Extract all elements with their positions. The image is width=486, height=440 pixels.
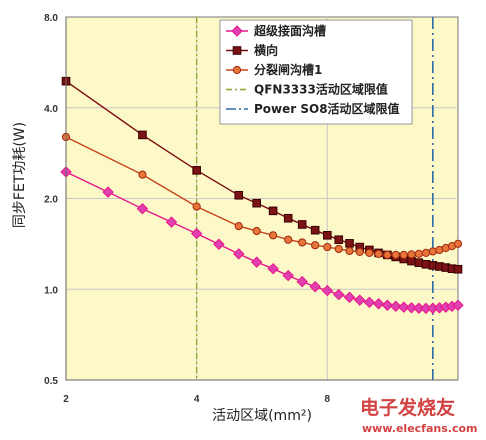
y-tick-label: 2.0 <box>44 195 58 206</box>
series-square <box>61 76 463 274</box>
y-tick-label: 4.0 <box>44 104 58 115</box>
watermark: 电子发烧友 www.elecfans.com <box>360 396 477 435</box>
data-point <box>391 250 400 260</box>
data-point <box>192 166 201 175</box>
data-point <box>321 284 334 297</box>
data-point <box>428 247 437 256</box>
legend-marker <box>231 25 243 37</box>
data-point <box>136 202 149 215</box>
data-point <box>323 230 332 240</box>
data-point <box>138 170 147 179</box>
legend-label: 分裂闸沟槽1 <box>254 62 322 77</box>
data-point <box>190 227 203 240</box>
data-point <box>343 291 356 304</box>
data-point <box>284 235 293 244</box>
data-point <box>252 198 261 208</box>
data-point <box>365 248 374 258</box>
data-point <box>296 275 308 288</box>
data-point <box>383 250 392 260</box>
data-point <box>333 288 345 301</box>
data-point <box>414 258 424 267</box>
x-tick-label: 4 <box>194 394 200 405</box>
legend-label: QFN3333活动区域限值 <box>254 82 388 97</box>
legend-label: Power SO8活动区域限值 <box>254 101 400 116</box>
y-tick-label: 8.0 <box>44 13 58 24</box>
data-point <box>354 294 366 306</box>
x-axis-title: 活动区域(mm²) <box>212 408 312 424</box>
series-diamond <box>60 166 464 315</box>
axes: 8.0 4.0 2.0 1.0 0.5 2 4 8 <box>44 13 458 405</box>
data-point <box>252 226 261 236</box>
legend-marker <box>232 65 242 75</box>
data-point <box>452 299 464 311</box>
data-point <box>297 220 307 229</box>
data-point <box>334 244 343 254</box>
data-point <box>399 250 408 260</box>
data-point <box>345 239 354 248</box>
data-point <box>233 248 245 260</box>
data-point <box>334 235 344 245</box>
data-point <box>102 186 114 198</box>
data-point <box>234 221 243 231</box>
watermark-main: 电子发烧友 <box>360 396 455 419</box>
data-point <box>267 262 279 275</box>
data-point <box>421 248 431 258</box>
data-point <box>453 264 463 274</box>
legend-marker <box>232 46 242 55</box>
watermark-sub: www.elecfans.com <box>362 422 477 435</box>
data-point <box>311 241 320 250</box>
x-tick-label: 2 <box>63 394 69 405</box>
data-point <box>269 231 278 240</box>
data-point <box>250 256 263 268</box>
data-point <box>372 298 385 310</box>
y-axis-title: 同步FET功耗(W) <box>12 122 28 228</box>
data-point <box>453 239 463 248</box>
x-tick-label: 8 <box>325 394 331 405</box>
legend-label: 横向 <box>254 43 278 58</box>
data-point <box>405 302 418 314</box>
data-point <box>165 216 178 228</box>
data-point <box>363 296 376 309</box>
data-point <box>268 206 278 216</box>
data-point <box>374 249 383 258</box>
data-point <box>309 280 321 293</box>
legend-label: 超级接面沟槽 <box>253 23 326 38</box>
series-circle <box>61 132 463 260</box>
data-point <box>345 246 354 256</box>
data-point <box>390 300 402 312</box>
data-point <box>381 299 394 311</box>
data-point <box>310 225 320 235</box>
y-tick-label: 1.0 <box>44 285 58 296</box>
data-point <box>407 250 416 259</box>
legend-box <box>219 19 413 125</box>
data-point <box>213 238 225 250</box>
data-point <box>283 213 293 223</box>
data-point <box>138 130 147 140</box>
reference-lines <box>196 17 434 380</box>
data-point <box>298 238 307 247</box>
data-point <box>282 269 294 282</box>
data-point <box>234 190 244 200</box>
y-tick-label: 0.5 <box>44 376 58 387</box>
data-point <box>192 202 201 211</box>
data-point <box>355 247 364 257</box>
data-point <box>398 301 410 313</box>
series-layer <box>60 76 464 315</box>
data-point <box>414 249 423 258</box>
data-point <box>323 242 332 252</box>
